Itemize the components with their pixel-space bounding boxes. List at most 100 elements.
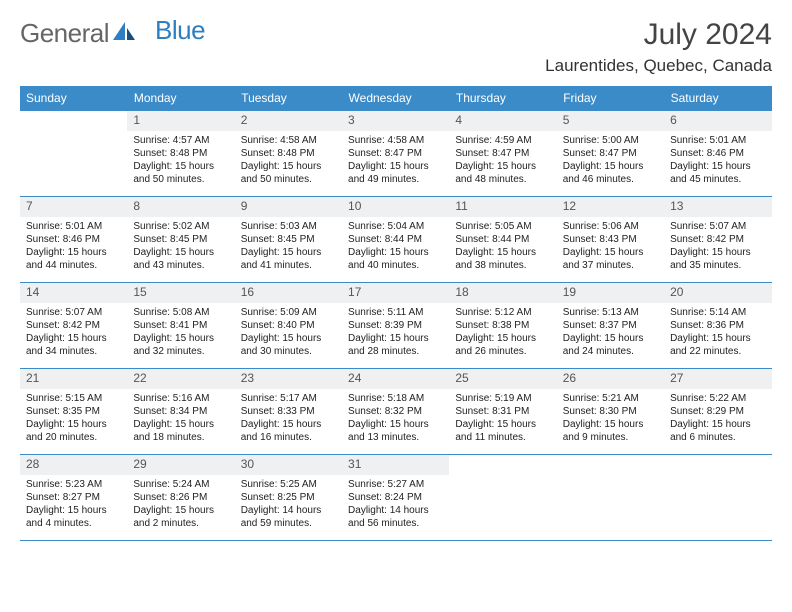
daylight-line: Daylight: 15 hours and 49 minutes. — [348, 160, 443, 186]
day-details: Sunrise: 5:01 AMSunset: 8:46 PMDaylight:… — [20, 217, 127, 274]
day-number: 14 — [20, 283, 127, 303]
sunset-line: Sunset: 8:44 PM — [348, 233, 443, 246]
sunset-line: Sunset: 8:32 PM — [348, 405, 443, 418]
weekday-header: Friday — [557, 86, 664, 111]
daylight-line: Daylight: 14 hours and 56 minutes. — [348, 504, 443, 530]
day-number: 7 — [20, 197, 127, 217]
day-number: 19 — [557, 283, 664, 303]
sunrise-line: Sunrise: 5:19 AM — [455, 392, 550, 405]
sunrise-line: Sunrise: 5:27 AM — [348, 478, 443, 491]
day-number: 18 — [449, 283, 556, 303]
day-number: 9 — [235, 197, 342, 217]
calendar-cell: 25Sunrise: 5:19 AMSunset: 8:31 PMDayligh… — [449, 369, 556, 455]
location: Laurentides, Quebec, Canada — [545, 56, 772, 76]
day-number: 15 — [127, 283, 234, 303]
day-details: Sunrise: 5:17 AMSunset: 8:33 PMDaylight:… — [235, 389, 342, 446]
sunset-line: Sunset: 8:45 PM — [133, 233, 228, 246]
calendar-cell: 24Sunrise: 5:18 AMSunset: 8:32 PMDayligh… — [342, 369, 449, 455]
sunrise-line: Sunrise: 5:07 AM — [670, 220, 765, 233]
sunrise-line: Sunrise: 5:24 AM — [133, 478, 228, 491]
day-number: 20 — [664, 283, 771, 303]
daylight-line: Daylight: 15 hours and 24 minutes. — [563, 332, 658, 358]
sunset-line: Sunset: 8:43 PM — [563, 233, 658, 246]
weekday-header: Saturday — [664, 86, 771, 111]
sunset-line: Sunset: 8:42 PM — [26, 319, 121, 332]
day-number: 11 — [449, 197, 556, 217]
sunset-line: Sunset: 8:46 PM — [670, 147, 765, 160]
sunrise-line: Sunrise: 5:00 AM — [563, 134, 658, 147]
day-details: Sunrise: 5:07 AMSunset: 8:42 PMDaylight:… — [20, 303, 127, 360]
sunset-line: Sunset: 8:30 PM — [563, 405, 658, 418]
weekday-header: Tuesday — [235, 86, 342, 111]
weekday-header: Sunday — [20, 86, 127, 111]
sunrise-line: Sunrise: 4:58 AM — [241, 134, 336, 147]
day-number: 10 — [342, 197, 449, 217]
sunrise-line: Sunrise: 5:17 AM — [241, 392, 336, 405]
day-details: Sunrise: 5:05 AMSunset: 8:44 PMDaylight:… — [449, 217, 556, 274]
sunset-line: Sunset: 8:34 PM — [133, 405, 228, 418]
day-number: 8 — [127, 197, 234, 217]
sunrise-line: Sunrise: 5:16 AM — [133, 392, 228, 405]
calendar-cell: 18Sunrise: 5:12 AMSunset: 8:38 PMDayligh… — [449, 283, 556, 369]
day-number: 3 — [342, 111, 449, 131]
day-number: 1 — [127, 111, 234, 131]
calendar-cell: 14Sunrise: 5:07 AMSunset: 8:42 PMDayligh… — [20, 283, 127, 369]
calendar-body: 1Sunrise: 4:57 AMSunset: 8:48 PMDaylight… — [20, 111, 772, 541]
daylight-line: Daylight: 15 hours and 45 minutes. — [670, 160, 765, 186]
sunrise-line: Sunrise: 5:06 AM — [563, 220, 658, 233]
sunset-line: Sunset: 8:38 PM — [455, 319, 550, 332]
day-number: 25 — [449, 369, 556, 389]
calendar-cell: 13Sunrise: 5:07 AMSunset: 8:42 PMDayligh… — [664, 197, 771, 283]
sunset-line: Sunset: 8:36 PM — [670, 319, 765, 332]
sunrise-line: Sunrise: 5:01 AM — [670, 134, 765, 147]
header: General Blue July 2024 Laurentides, Queb… — [20, 18, 772, 76]
day-number: 21 — [20, 369, 127, 389]
day-details: Sunrise: 5:25 AMSunset: 8:25 PMDaylight:… — [235, 475, 342, 532]
day-details: Sunrise: 5:13 AMSunset: 8:37 PMDaylight:… — [557, 303, 664, 360]
daylight-line: Daylight: 15 hours and 9 minutes. — [563, 418, 658, 444]
sunrise-line: Sunrise: 5:05 AM — [455, 220, 550, 233]
calendar-cell: 26Sunrise: 5:21 AMSunset: 8:30 PMDayligh… — [557, 369, 664, 455]
day-number: 22 — [127, 369, 234, 389]
calendar-cell: 28Sunrise: 5:23 AMSunset: 8:27 PMDayligh… — [20, 455, 127, 541]
sunrise-line: Sunrise: 5:01 AM — [26, 220, 121, 233]
day-number: 17 — [342, 283, 449, 303]
calendar-cell — [664, 455, 771, 541]
sunset-line: Sunset: 8:25 PM — [241, 491, 336, 504]
daylight-line: Daylight: 15 hours and 6 minutes. — [670, 418, 765, 444]
day-number: 29 — [127, 455, 234, 475]
daylight-line: Daylight: 15 hours and 46 minutes. — [563, 160, 658, 186]
month-title: July 2024 — [545, 18, 772, 52]
day-details: Sunrise: 5:04 AMSunset: 8:44 PMDaylight:… — [342, 217, 449, 274]
calendar-cell: 23Sunrise: 5:17 AMSunset: 8:33 PMDayligh… — [235, 369, 342, 455]
day-details: Sunrise: 5:23 AMSunset: 8:27 PMDaylight:… — [20, 475, 127, 532]
day-number: 27 — [664, 369, 771, 389]
daylight-line: Daylight: 15 hours and 44 minutes. — [26, 246, 121, 272]
day-details: Sunrise: 5:27 AMSunset: 8:24 PMDaylight:… — [342, 475, 449, 532]
day-details: Sunrise: 5:01 AMSunset: 8:46 PMDaylight:… — [664, 131, 771, 188]
calendar-head: SundayMondayTuesdayWednesdayThursdayFrid… — [20, 86, 772, 111]
sunrise-line: Sunrise: 5:08 AM — [133, 306, 228, 319]
sunset-line: Sunset: 8:31 PM — [455, 405, 550, 418]
day-details: Sunrise: 5:24 AMSunset: 8:26 PMDaylight:… — [127, 475, 234, 532]
weekday-header: Monday — [127, 86, 234, 111]
calendar-cell: 9Sunrise: 5:03 AMSunset: 8:45 PMDaylight… — [235, 197, 342, 283]
day-details: Sunrise: 5:21 AMSunset: 8:30 PMDaylight:… — [557, 389, 664, 446]
daylight-line: Daylight: 15 hours and 40 minutes. — [348, 246, 443, 272]
calendar-cell: 27Sunrise: 5:22 AMSunset: 8:29 PMDayligh… — [664, 369, 771, 455]
day-number: 6 — [664, 111, 771, 131]
sunrise-line: Sunrise: 5:22 AM — [670, 392, 765, 405]
sunrise-line: Sunrise: 5:07 AM — [26, 306, 121, 319]
day-details: Sunrise: 5:07 AMSunset: 8:42 PMDaylight:… — [664, 217, 771, 274]
daylight-line: Daylight: 15 hours and 18 minutes. — [133, 418, 228, 444]
day-number: 31 — [342, 455, 449, 475]
calendar-cell: 17Sunrise: 5:11 AMSunset: 8:39 PMDayligh… — [342, 283, 449, 369]
day-number: 30 — [235, 455, 342, 475]
calendar-cell: 31Sunrise: 5:27 AMSunset: 8:24 PMDayligh… — [342, 455, 449, 541]
calendar-cell: 4Sunrise: 4:59 AMSunset: 8:47 PMDaylight… — [449, 111, 556, 197]
logo: General Blue — [20, 18, 205, 49]
calendar-cell: 8Sunrise: 5:02 AMSunset: 8:45 PMDaylight… — [127, 197, 234, 283]
day-number: 24 — [342, 369, 449, 389]
logo-text-general: General — [20, 18, 109, 49]
day-number: 4 — [449, 111, 556, 131]
